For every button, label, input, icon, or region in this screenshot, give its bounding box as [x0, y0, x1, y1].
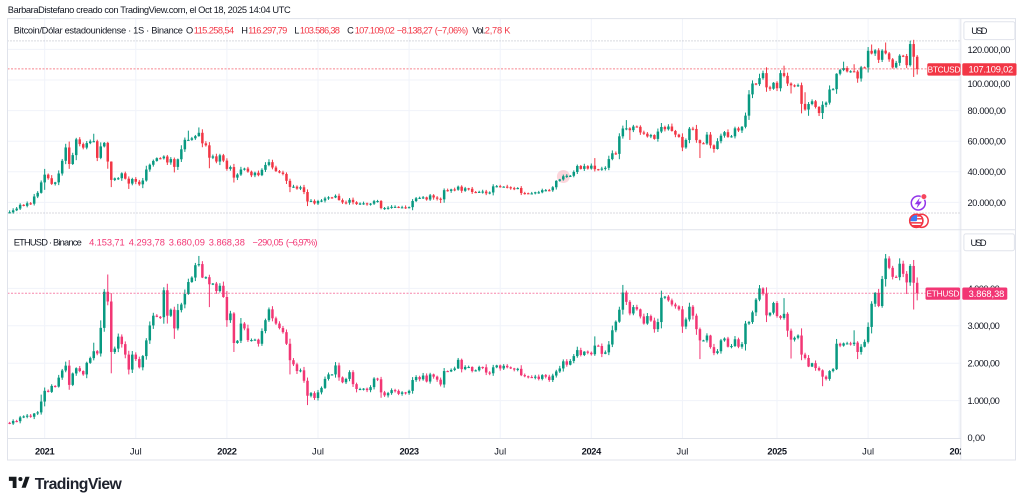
svg-text:Vol.: Vol. — [472, 26, 485, 36]
svg-text:Bitcoin/Dólar estadounidense ·: Bitcoin/Dólar estadounidense · 1S · Bina… — [14, 26, 183, 36]
svg-text:Jul: Jul — [312, 446, 324, 456]
svg-text:(−7,06%): (−7,06%) — [435, 26, 468, 36]
svg-text:ETHUSD: ETHUSD — [926, 288, 959, 298]
svg-text:2022: 2022 — [217, 446, 236, 456]
svg-text:2023: 2023 — [399, 446, 418, 456]
svg-text:2026: 2026 — [950, 446, 969, 456]
svg-text:TradingView: TradingView — [35, 476, 123, 493]
svg-text:Jul: Jul — [130, 446, 142, 456]
svg-text:BarbaraDistefano creado con Tr: BarbaraDistefano creado con TradingView.… — [8, 5, 291, 15]
svg-text:3.680,09: 3.680,09 — [169, 237, 205, 247]
svg-text:40.000,00: 40.000,00 — [968, 167, 1006, 177]
svg-text:4.293,78: 4.293,78 — [129, 237, 165, 247]
svg-text:116.297,79: 116.297,79 — [248, 26, 287, 36]
svg-text:120.000,00: 120.000,00 — [968, 45, 1011, 55]
svg-text:Jul: Jul — [862, 446, 874, 456]
svg-text:107.109,02: 107.109,02 — [355, 26, 395, 36]
svg-text:−290,05: −290,05 — [253, 237, 284, 247]
svg-text:2.000,00: 2.000,00 — [968, 359, 1000, 369]
svg-text:BTCUSD: BTCUSD — [928, 64, 961, 74]
svg-text:100.000,00: 100.000,00 — [968, 79, 1011, 89]
svg-text:Jul: Jul — [676, 446, 688, 456]
svg-text:H: H — [241, 26, 248, 36]
svg-text:107.109,02: 107.109,02 — [969, 65, 1014, 75]
svg-text:−8.138,27: −8.138,27 — [397, 26, 433, 36]
svg-text:USD: USD — [971, 26, 987, 36]
svg-text:80.000,00: 80.000,00 — [968, 106, 1006, 116]
svg-text:20.000,00: 20.000,00 — [968, 198, 1006, 208]
svg-text:2024: 2024 — [582, 446, 602, 456]
svg-text:C: C — [347, 26, 354, 36]
svg-text:3.000,00: 3.000,00 — [968, 321, 1000, 331]
svg-text:O: O — [186, 26, 193, 36]
svg-text:(−6,97%): (−6,97%) — [286, 237, 318, 247]
svg-text:0,00: 0,00 — [968, 433, 986, 443]
svg-text:2,78 K: 2,78 K — [485, 26, 511, 36]
svg-text:2025: 2025 — [767, 446, 786, 456]
svg-text:3.868,38: 3.868,38 — [969, 289, 1005, 299]
svg-text:Jul: Jul — [494, 446, 506, 456]
svg-text:USD: USD — [971, 238, 987, 248]
svg-text:L: L — [294, 26, 299, 36]
svg-text:3.868,38: 3.868,38 — [209, 237, 245, 247]
svg-text:1.000,00: 1.000,00 — [968, 396, 1000, 406]
svg-text:115.258,54: 115.258,54 — [194, 26, 234, 36]
svg-text:60.000,00: 60.000,00 — [968, 137, 1006, 147]
svg-text:4.153,71: 4.153,71 — [89, 237, 125, 247]
svg-text:ETHUSD · Binance: ETHUSD · Binance — [14, 237, 82, 247]
svg-text:103.586,38: 103.586,38 — [300, 26, 340, 36]
svg-text:2021: 2021 — [35, 446, 54, 456]
